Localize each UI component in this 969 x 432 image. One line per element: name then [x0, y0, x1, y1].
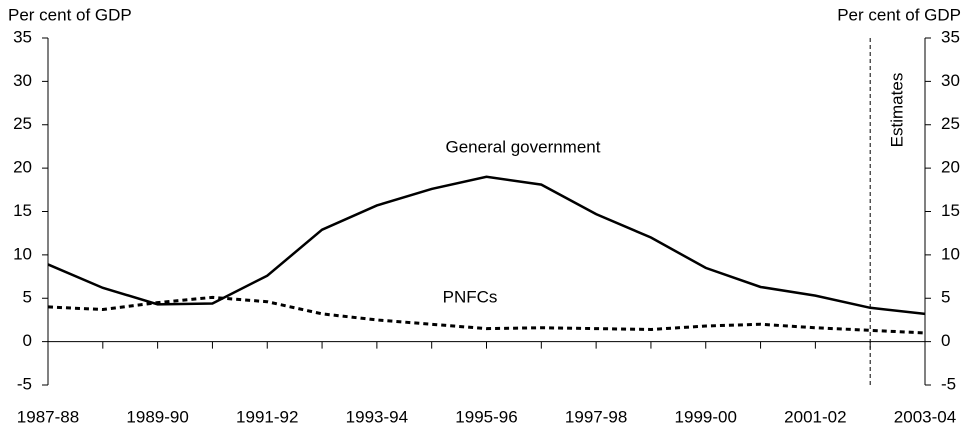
y2-tick-label: 15	[941, 201, 960, 220]
series-label: General government	[446, 137, 601, 156]
x-tick-label: 1999-00	[675, 407, 737, 426]
y2-tick-label: 30	[941, 71, 960, 90]
y2-tick-label: 25	[941, 114, 960, 133]
y-tick-label: 30	[13, 71, 32, 90]
series-line	[47, 175, 926, 316]
series-label: PNFCs	[443, 287, 498, 306]
y2-tick-label: 0	[941, 331, 950, 350]
x-tick-label: 1997-98	[565, 407, 627, 426]
y-axis-label: Per cent of GDP	[8, 5, 132, 24]
y-tick-label: 20	[13, 158, 32, 177]
estimates-label: Estimates	[888, 73, 907, 148]
y-tick-label: 35	[13, 27, 32, 46]
x-tick-label: 1995-96	[455, 407, 517, 426]
x-tick-label: 1993-94	[346, 407, 408, 426]
y-tick-label: 25	[13, 114, 32, 133]
y2-tick-label: 5	[941, 288, 950, 307]
series-line	[47, 295, 926, 335]
y-tick-label: 5	[23, 288, 32, 307]
y-tick-label: -5	[17, 374, 32, 393]
y2-axis-label: Per cent of GDP	[837, 5, 961, 24]
y2-tick-label: 35	[941, 27, 960, 46]
x-tick-label: 1991-92	[236, 407, 298, 426]
y2-tick-label: 10	[941, 244, 960, 263]
x-tick-label: 1989-90	[126, 407, 188, 426]
x-tick-label: 1987-88	[17, 407, 79, 426]
y-tick-label: 10	[13, 244, 32, 263]
y-tick-label: 0	[23, 331, 32, 350]
y2-tick-label: -5	[941, 374, 956, 393]
y-tick-label: 15	[13, 201, 32, 220]
y2-tick-label: 20	[941, 158, 960, 177]
x-tick-label: 2003-04	[894, 407, 956, 426]
x-tick-label: 2001-02	[784, 407, 846, 426]
